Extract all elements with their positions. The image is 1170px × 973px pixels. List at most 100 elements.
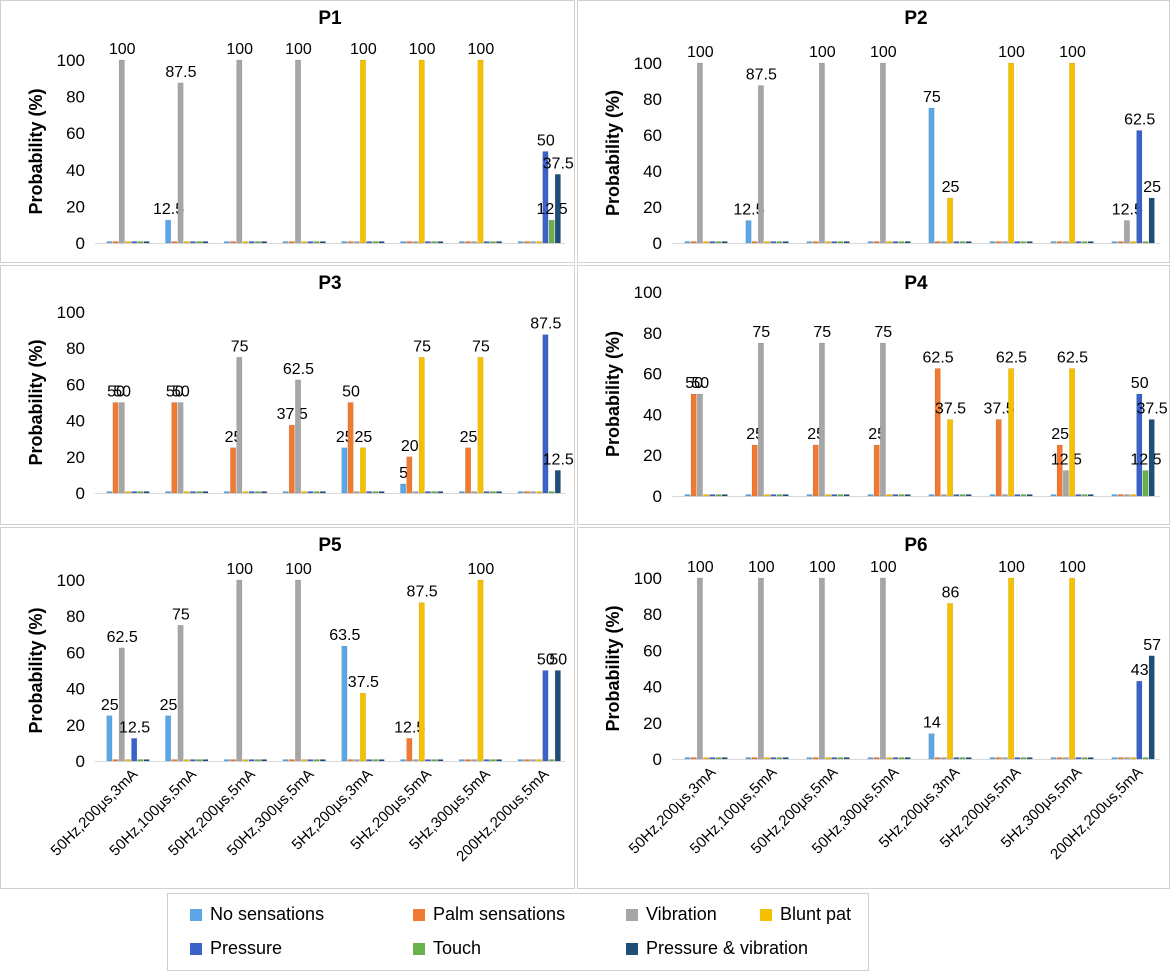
bar — [536, 491, 543, 494]
bar — [530, 759, 536, 762]
data-label: 25 — [160, 697, 178, 714]
bar — [1069, 368, 1076, 497]
bar — [458, 241, 465, 244]
y-tick-label: 80 — [66, 339, 85, 358]
bar — [301, 759, 308, 762]
data-label: 12.5 — [153, 201, 184, 218]
legend-label-touch: Touch — [433, 938, 482, 958]
data-label: 12.5 — [536, 201, 567, 218]
bar — [125, 241, 131, 244]
bar — [236, 357, 243, 494]
bar — [489, 759, 496, 762]
y-tick-label: 80 — [643, 605, 662, 624]
bar — [236, 579, 243, 762]
y-tick-label: 0 — [653, 750, 662, 769]
bar — [1026, 757, 1033, 760]
bar — [496, 759, 503, 762]
bar — [934, 757, 941, 760]
bar — [295, 579, 301, 762]
bar — [898, 757, 905, 760]
legend-swatch-palm-sensations — [413, 908, 425, 921]
data-label: 87.5 — [407, 584, 438, 601]
bar — [202, 491, 209, 494]
chart-title: P2 — [904, 8, 927, 29]
data-label: 37.5 — [277, 406, 308, 423]
y-tick-label: 60 — [643, 126, 662, 145]
bar — [1123, 220, 1130, 244]
data-label: 75 — [923, 89, 941, 106]
bar — [347, 759, 354, 762]
y-tick-label: 20 — [643, 714, 662, 733]
data-label: 50 — [342, 384, 360, 401]
data-label: 62.5 — [283, 361, 314, 378]
data-label: 63.5 — [329, 627, 360, 644]
bar — [261, 241, 268, 244]
y-tick-label: 40 — [643, 162, 662, 181]
y-tick-label: 20 — [643, 446, 662, 465]
data-label: 100 — [748, 559, 775, 576]
bar — [1050, 494, 1057, 497]
data-label: 50 — [166, 384, 184, 401]
bar — [867, 494, 874, 497]
bar — [471, 759, 478, 762]
bar — [307, 241, 314, 244]
bar — [406, 241, 413, 244]
bar — [904, 494, 911, 497]
data-label: 12.5 — [543, 451, 574, 468]
data-label: 12.5 — [119, 719, 150, 736]
bar — [751, 757, 758, 760]
bar — [696, 577, 703, 760]
data-label: 75 — [813, 324, 831, 341]
bar — [307, 491, 314, 494]
bar — [825, 757, 832, 760]
bar — [1142, 757, 1149, 760]
bar — [477, 59, 484, 244]
bar — [530, 491, 536, 494]
bar — [496, 491, 503, 494]
bar — [471, 491, 478, 494]
data-label: 62.5 — [1124, 112, 1155, 129]
bar — [745, 220, 752, 244]
bar — [177, 402, 184, 494]
bar — [1001, 241, 1008, 244]
bar — [757, 342, 764, 497]
bar — [1020, 757, 1027, 760]
bar — [313, 241, 320, 244]
bar — [202, 241, 209, 244]
bar — [959, 494, 966, 497]
chart-panel-p5: P5 Probability (%) 0 20 40 60 80 100 25 62.5 12.5 5… — [0, 527, 575, 889]
bar — [301, 241, 308, 244]
bar — [1130, 757, 1137, 760]
bar — [745, 494, 752, 497]
bar — [776, 757, 783, 760]
data-label: 50 — [537, 133, 555, 150]
bar — [965, 757, 972, 760]
y-tick-label: 80 — [66, 607, 85, 626]
bar — [879, 62, 886, 244]
bar — [554, 174, 561, 244]
data-label: 12.5 — [1051, 452, 1082, 469]
bar — [770, 757, 777, 760]
bar — [1014, 757, 1021, 760]
bar — [751, 241, 758, 244]
data-label: 62.5 — [923, 350, 954, 367]
bar — [1087, 494, 1094, 497]
bar — [196, 491, 203, 494]
data-label: 100 — [998, 44, 1025, 61]
data-label: 25 — [1051, 426, 1069, 443]
bar — [1148, 419, 1155, 497]
bar — [934, 241, 941, 244]
data-label: 100 — [1059, 559, 1086, 576]
y-tick-label: 20 — [66, 716, 85, 735]
bar — [947, 197, 954, 244]
legend-swatch-touch — [413, 942, 425, 955]
legend-swatch-no-sensations — [190, 908, 202, 921]
bar — [196, 759, 203, 762]
bar — [288, 759, 295, 762]
legend-item-blunt-pat: Blunt pat — [760, 904, 851, 925]
data-label: 100 — [687, 559, 714, 576]
bar — [764, 241, 771, 244]
data-label: 87.5 — [746, 67, 777, 84]
data-label: 43 — [1131, 662, 1149, 679]
